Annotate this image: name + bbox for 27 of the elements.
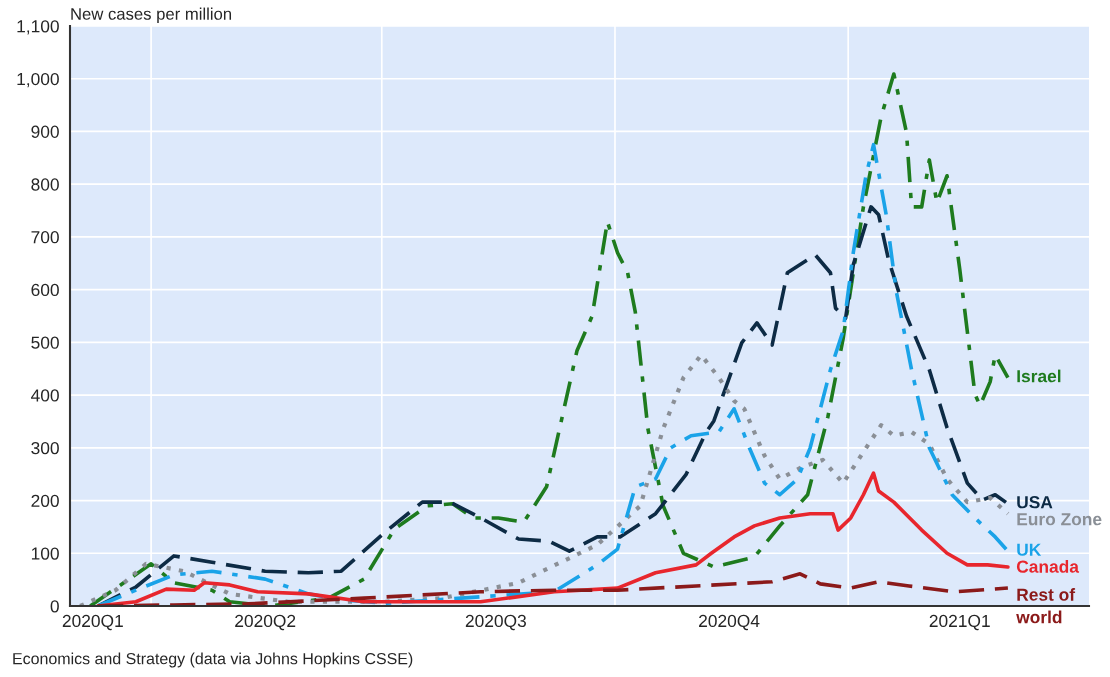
series-label: Rest of world xyxy=(1016,588,1076,624)
y-tick-label: 0 xyxy=(50,600,59,613)
line-series xyxy=(96,572,1010,606)
y-tick-label: 900 xyxy=(31,125,59,138)
series-label: Canada xyxy=(1016,560,1080,573)
y-tick-label: 800 xyxy=(31,178,59,191)
series-label: Euro Zone xyxy=(1017,513,1102,526)
series-label: USA xyxy=(1017,496,1053,509)
y-axis-title: New cases per million xyxy=(71,7,232,24)
y-tick-label: 500 xyxy=(31,336,59,349)
x-tick-label: 2020Q1 xyxy=(62,614,123,631)
y-tick-label: 300 xyxy=(31,441,59,455)
text: Economics and Strategy (data via Johns Hopkins CSSE) xyxy=(13,652,413,668)
x-tick-label: 2020Q4 xyxy=(699,614,760,631)
line-series xyxy=(96,471,1010,606)
x-tick-label: 2020Q2 xyxy=(235,614,296,631)
series-label: UK xyxy=(1017,543,1042,556)
x-tick-label: 2021Q1 xyxy=(929,614,990,631)
y-tick-label: 400 xyxy=(31,389,59,402)
y-tick-label: 600 xyxy=(31,283,59,297)
y-tick-label: 700 xyxy=(31,231,59,244)
series-label: Israel xyxy=(1017,369,1061,383)
y-tick-label: 1,100 xyxy=(17,20,59,35)
y-tick-label: 100 xyxy=(31,547,59,560)
y-tick-label: 200 xyxy=(31,494,59,508)
x-tick-label: 2020Q3 xyxy=(465,614,526,631)
y-tick-label: 1,000 xyxy=(17,72,59,88)
